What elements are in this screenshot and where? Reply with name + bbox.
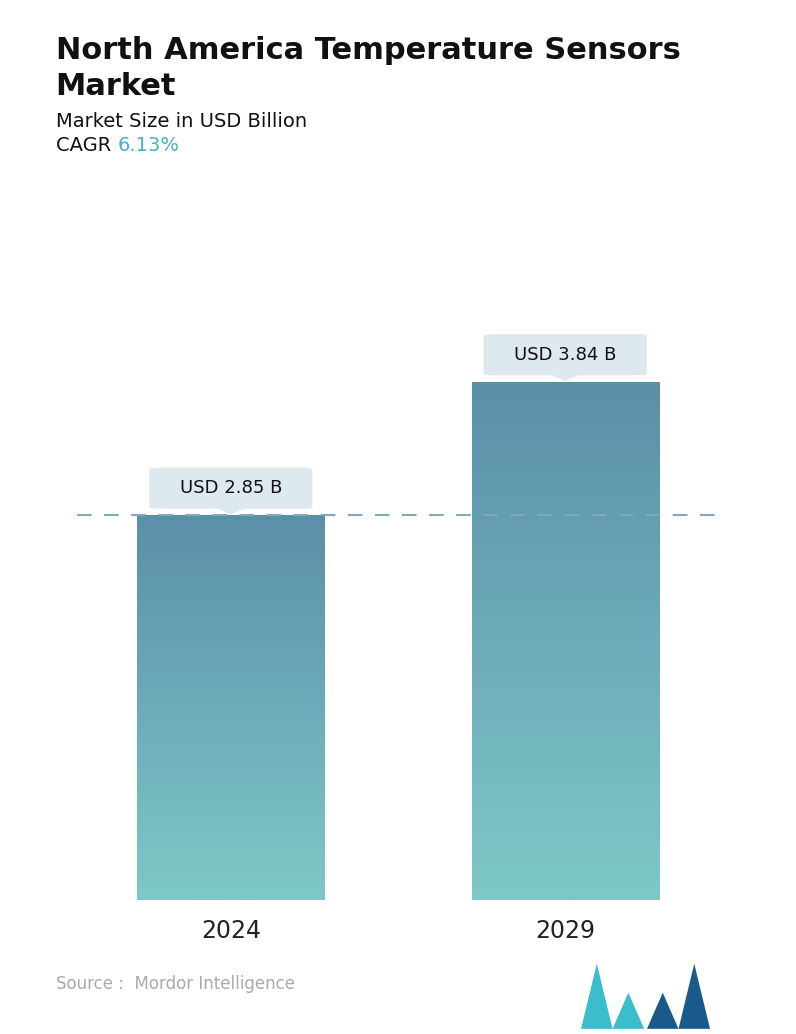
Polygon shape: [217, 507, 245, 514]
FancyBboxPatch shape: [484, 334, 646, 375]
Text: USD 2.85 B: USD 2.85 B: [180, 479, 282, 497]
Text: USD 3.84 B: USD 3.84 B: [514, 345, 616, 364]
Text: North America Temperature Sensors: North America Temperature Sensors: [56, 36, 681, 65]
Polygon shape: [678, 964, 710, 1029]
Text: Source :  Mordor Intelligence: Source : Mordor Intelligence: [56, 975, 295, 993]
Polygon shape: [613, 993, 644, 1029]
Text: 6.13%: 6.13%: [118, 136, 180, 155]
Text: CAGR: CAGR: [56, 136, 123, 155]
Polygon shape: [647, 993, 678, 1029]
Text: Market Size in USD Billion: Market Size in USD Billion: [56, 112, 306, 130]
FancyBboxPatch shape: [150, 467, 312, 509]
Polygon shape: [551, 373, 579, 381]
Polygon shape: [581, 964, 613, 1029]
Text: Market: Market: [56, 72, 176, 101]
